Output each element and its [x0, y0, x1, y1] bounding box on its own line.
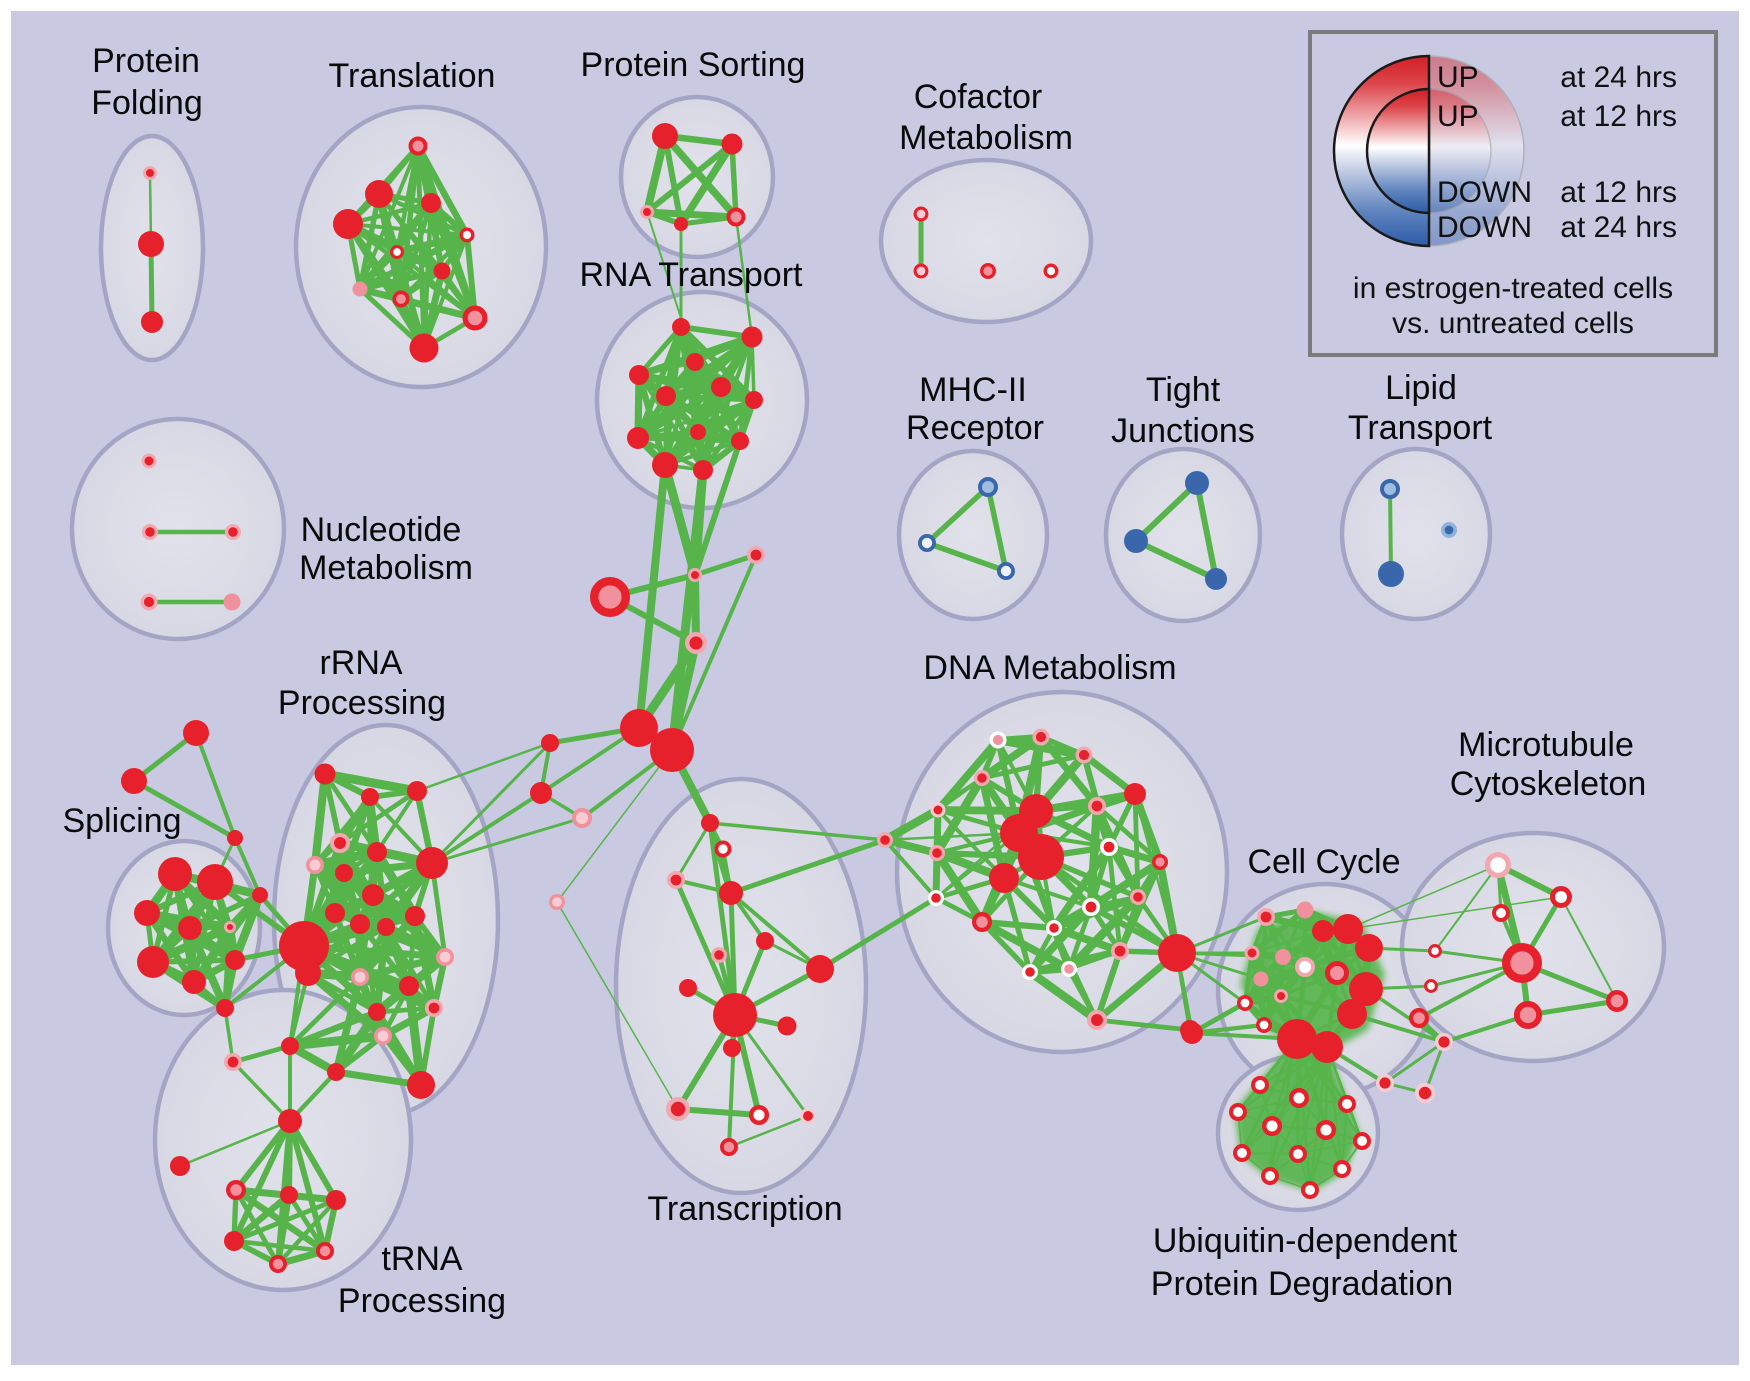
svg-text:at 12 hrs: at 12 hrs — [1560, 176, 1677, 209]
svg-text:Processing: Processing — [278, 684, 446, 722]
svg-text:DNA Metabolism: DNA Metabolism — [923, 649, 1176, 687]
svg-text:DOWN: DOWN — [1437, 211, 1532, 244]
svg-text:Tight: Tight — [1146, 371, 1221, 409]
svg-text:Cell Cycle: Cell Cycle — [1247, 843, 1400, 881]
svg-text:Protein: Protein — [92, 42, 200, 80]
svg-text:Nucleotide: Nucleotide — [301, 511, 462, 549]
svg-text:Processing: Processing — [338, 1282, 506, 1320]
svg-text:vs. untreated cells: vs. untreated cells — [1392, 307, 1634, 340]
svg-text:Protein Degradation: Protein Degradation — [1151, 1265, 1453, 1303]
svg-text:Cofactor: Cofactor — [914, 78, 1043, 116]
svg-text:RNA Transport: RNA Transport — [580, 256, 804, 294]
svg-text:tRNA: tRNA — [381, 1240, 463, 1278]
svg-text:Receptor: Receptor — [906, 409, 1044, 447]
svg-text:Folding: Folding — [91, 84, 203, 122]
svg-text:UP: UP — [1437, 61, 1479, 94]
svg-text:Splicing: Splicing — [62, 802, 181, 840]
svg-text:Protein Sorting: Protein Sorting — [581, 46, 806, 84]
svg-text:Transcription: Transcription — [647, 1190, 842, 1228]
svg-text:Lipid: Lipid — [1385, 369, 1457, 407]
svg-text:Ubiquitin-dependent: Ubiquitin-dependent — [1153, 1222, 1458, 1260]
svg-text:Microtubule: Microtubule — [1458, 726, 1634, 764]
svg-text:in estrogen-treated cells: in estrogen-treated cells — [1353, 272, 1673, 305]
svg-text:Metabolism: Metabolism — [899, 119, 1073, 157]
svg-text:rRNA: rRNA — [319, 644, 402, 682]
svg-text:Cytoskeleton: Cytoskeleton — [1450, 765, 1647, 803]
svg-text:Translation: Translation — [329, 57, 496, 95]
svg-text:Metabolism: Metabolism — [299, 549, 473, 587]
svg-text:Transport: Transport — [1348, 409, 1493, 447]
svg-text:at 24 hrs: at 24 hrs — [1560, 61, 1677, 94]
svg-text:DOWN: DOWN — [1437, 176, 1532, 209]
svg-text:at 24 hrs: at 24 hrs — [1560, 211, 1677, 244]
svg-text:Junctions: Junctions — [1111, 412, 1255, 450]
svg-text:UP: UP — [1437, 100, 1479, 133]
svg-text:at 12 hrs: at 12 hrs — [1560, 100, 1677, 133]
svg-text:MHC-II: MHC-II — [919, 371, 1027, 409]
